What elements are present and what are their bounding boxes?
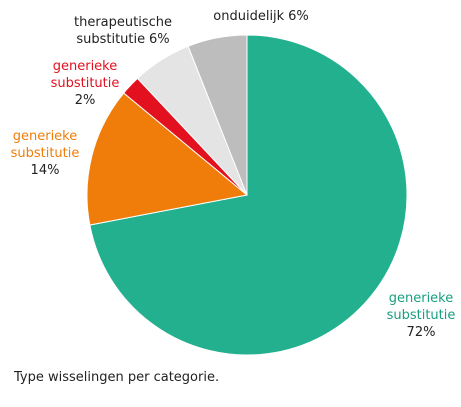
slice-value: 14%	[30, 163, 60, 178]
slice-name: generieke substitutie	[50, 59, 120, 91]
pie-slice	[187, 34, 248, 196]
slice-label: generieke substitutie 14%	[2, 128, 88, 179]
slice-name: onduidelijk	[213, 9, 285, 24]
slice-name: therapeutische substitutie	[73, 15, 172, 47]
pie-slice	[89, 34, 408, 356]
pie-slice	[86, 92, 249, 226]
slice-label: onduidelijk 6%	[196, 8, 326, 25]
slice-value: 2%	[74, 93, 96, 108]
slice-value: 6%	[149, 32, 170, 47]
slice-value: 72%	[406, 325, 436, 340]
slice-value: 6%	[288, 9, 309, 24]
slice-label: generieke substitutie 72%	[378, 290, 461, 341]
caption: Type wisselingen per categorie.	[14, 370, 220, 385]
slice-label: therapeutische substitutie 6%	[62, 14, 184, 48]
slice-label: generieke substitutie 2%	[42, 58, 128, 109]
slice-name: generieke substitutie	[10, 129, 80, 161]
slice-name: generieke substitutie	[386, 291, 456, 323]
